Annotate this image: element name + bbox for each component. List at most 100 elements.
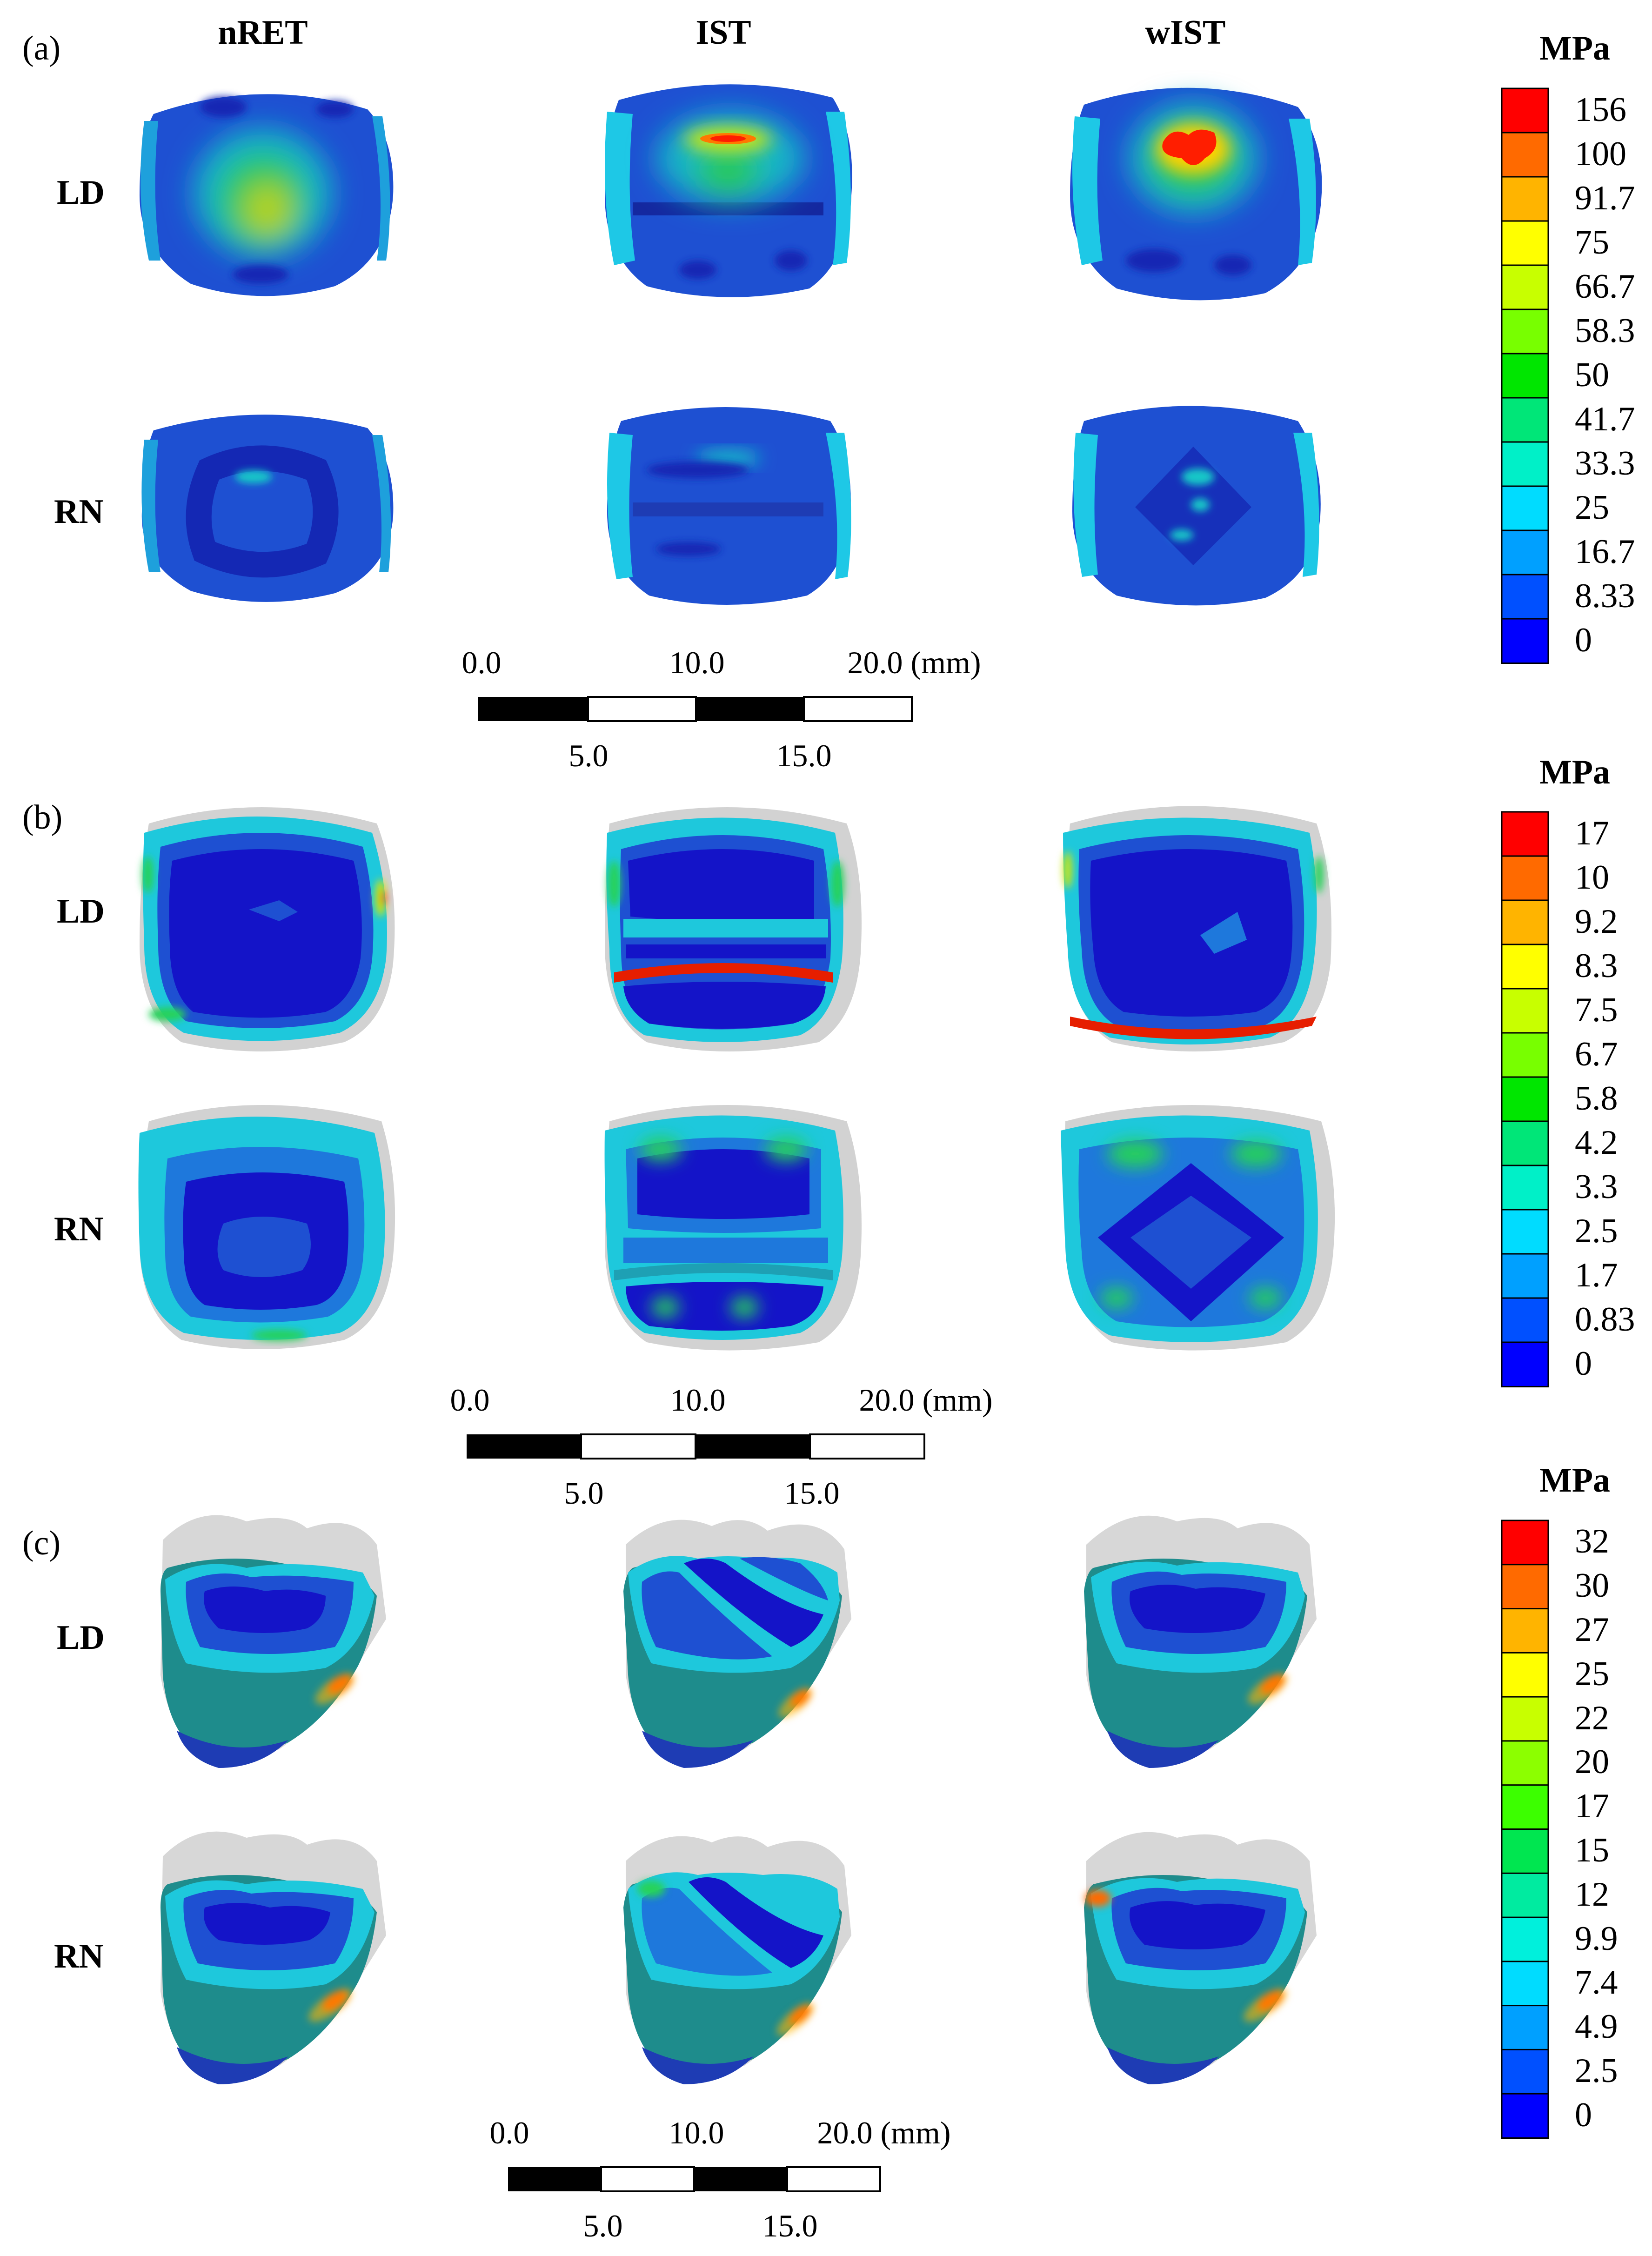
legend-tick-label: 0: [1575, 1344, 1592, 1383]
legend-tick-label: 4.9: [1575, 2008, 1618, 2046]
scale-b-label-10: 10.0: [670, 1382, 726, 1418]
legend-swatch: [1501, 1209, 1549, 1255]
legend-swatch: [1501, 353, 1549, 399]
scale-a-label-0: 0.0: [461, 645, 502, 680]
legend-swatch: [1501, 944, 1549, 990]
tooth-a-nret-ld: [140, 94, 394, 296]
tooth-a-nret-rn: [141, 415, 394, 602]
legend-tick-label: 91.7: [1575, 179, 1635, 217]
legend-tick-label: 9.9: [1575, 1919, 1618, 1958]
legend-tick-label: 20: [1575, 1743, 1609, 1781]
legend-tick-label: 33.3: [1575, 444, 1635, 482]
legend-tick-label: 17: [1575, 814, 1609, 852]
scale-a-label-20: 20.0 (mm): [847, 645, 981, 680]
tooth-c-nret-rn: [161, 1831, 386, 2084]
legend-swatch: [1501, 1076, 1549, 1122]
legend-swatch: [1501, 2093, 1549, 2139]
row-header-c-rn: RN: [54, 1937, 104, 1975]
panel-a-label: (a): [22, 29, 61, 67]
legend-swatch: [1501, 1165, 1549, 1211]
legend-swatch: [1501, 1784, 1549, 1830]
legend-b-unit: MPa: [1539, 753, 1611, 791]
tooth-b-wist-rn: [1061, 1105, 1335, 1351]
tooth-a-wist-ld: [1070, 87, 1322, 301]
column-header-nret: nRET: [218, 13, 308, 52]
legend-tick-label: 25: [1575, 1654, 1609, 1693]
legend-tick-label: 1.7: [1575, 1256, 1618, 1294]
legend-tick-label: 0.83: [1575, 1300, 1635, 1339]
tooth-c-ist-rn: [623, 1836, 851, 2084]
legend-tick-label: 27: [1575, 1611, 1609, 1649]
legend-tick-label: 17: [1575, 1787, 1609, 1826]
scale-a-label-5: 5.0: [569, 738, 609, 773]
tooth-a-ist-rn: [607, 407, 851, 605]
legend-tick-label: 6.7: [1575, 1035, 1618, 1073]
legend-tick-label: 7.4: [1575, 1963, 1618, 2002]
scale-a-label-15: 15.0: [776, 738, 832, 773]
legend-swatch: [1501, 87, 1549, 134]
legend-tick-label: 15: [1575, 1831, 1609, 1869]
tooth-c-wist-ld: [1084, 1515, 1317, 1768]
legend-color-bars: [1501, 87, 1549, 2139]
legend-tick-label: 7.5: [1575, 991, 1618, 1029]
legend-swatch: [1501, 1120, 1549, 1166]
scale-a-label-10: 10.0: [669, 645, 725, 680]
panel-b-label: (b): [22, 798, 63, 837]
tooth-b-wist-ld: [1063, 806, 1331, 1051]
legend-tick-label: 50: [1575, 355, 1609, 394]
legend-tick-label: 3.3: [1575, 1167, 1618, 1206]
scale-b-label-15: 15.0: [784, 1475, 840, 1511]
legend-swatch: [1501, 308, 1549, 355]
tooth-b-nret-ld: [140, 807, 395, 1051]
tooth-a-wist-rn: [1072, 406, 1321, 606]
panel-c-label: (c): [22, 1524, 61, 1562]
row-header-b-ld: LD: [57, 892, 105, 931]
row-header-a-ld: LD: [57, 174, 105, 212]
legend-swatch: [1501, 1253, 1549, 1299]
legend-swatch: [1501, 264, 1549, 310]
tooth-b-ist-ld: [605, 807, 862, 1051]
tooth-c-wist-rn: [1084, 1832, 1317, 2084]
legend-tick-label: 25: [1575, 488, 1609, 527]
legend-swatch: [1501, 811, 1549, 857]
scale-c-label-10: 10.0: [669, 2115, 724, 2150]
legend-tick-label: 8.33: [1575, 576, 1635, 615]
row-header-b-rn: RN: [54, 1210, 104, 1248]
legend-swatch: [1501, 1961, 1549, 2007]
legend-swatch: [1501, 618, 1549, 664]
tooth-b-nret-rn: [138, 1105, 395, 1349]
legend-swatch: [1501, 988, 1549, 1034]
legend-swatch: [1501, 485, 1549, 531]
tooth-c-nret-ld: [161, 1515, 386, 1768]
legend-swatch: [1501, 1696, 1549, 1742]
scale-bar-c: [508, 2166, 881, 2192]
legend-swatch: [1501, 397, 1549, 443]
legend-tick-label: 22: [1575, 1699, 1609, 1737]
legend-swatch: [1501, 1740, 1549, 1786]
legend-tick-label: 0: [1575, 2095, 1592, 2134]
legend-swatch: [1501, 1564, 1549, 1610]
scale-b-label-20: 20.0 (mm): [859, 1382, 993, 1418]
legend-swatch: [1501, 1916, 1549, 1962]
legend-swatch: [1501, 1341, 1549, 1387]
legend-tick-label: 5.8: [1575, 1079, 1618, 1118]
legend-tick-label: 156: [1575, 90, 1626, 129]
legend-swatch: [1501, 1297, 1549, 1343]
legend-tick-label: 12: [1575, 1875, 1609, 1914]
scale-b-label-5: 5.0: [564, 1475, 604, 1511]
row-header-c-ld: LD: [57, 1619, 105, 1657]
tooth-c-ist-ld: [623, 1520, 851, 1768]
scale-c-label-20: 20.0 (mm): [817, 2115, 951, 2150]
legend-tick-label: 4.2: [1575, 1123, 1618, 1162]
legend-tick-label: 2.5: [1575, 2051, 1618, 2090]
legend-tick-label: 58.3: [1575, 311, 1635, 350]
legend-tick-label: 10: [1575, 858, 1609, 897]
row-header-a-rn: RN: [54, 493, 104, 531]
legend-tick-label: 75: [1575, 223, 1609, 261]
legend-swatch: [1501, 899, 1549, 945]
legend-swatch: [1501, 176, 1549, 222]
scale-c-label-15: 15.0: [762, 2208, 818, 2243]
legend-swatch: [1501, 529, 1549, 576]
